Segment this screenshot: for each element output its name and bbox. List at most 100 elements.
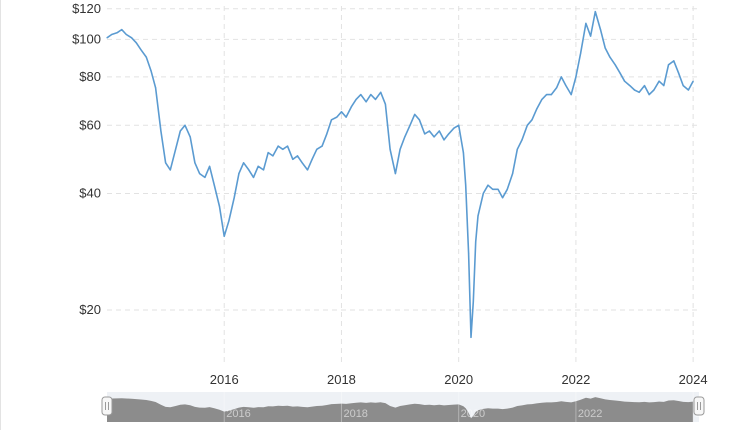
price-point — [550, 94, 552, 96]
price-point — [184, 124, 186, 126]
price-point — [663, 84, 665, 87]
price-point — [296, 155, 299, 157]
price-point — [516, 148, 518, 150]
range-navigator[interactable]: 2016 2018 2020 2022 2024 — [101, 392, 720, 422]
y-tick-label: $100 — [72, 31, 101, 46]
price-point — [541, 98, 543, 100]
price-point — [330, 119, 333, 121]
price-point — [633, 89, 636, 91]
price-point — [252, 176, 255, 179]
y-tick-label: $80 — [79, 69, 101, 84]
price-point — [575, 76, 577, 78]
price-point — [619, 72, 621, 74]
price-point — [106, 37, 108, 39]
price-point — [131, 37, 133, 39]
price-point — [580, 52, 582, 55]
price-point — [370, 94, 372, 96]
price-point — [609, 56, 611, 58]
navigator-tick-label: 2016 — [226, 408, 250, 420]
price-point — [404, 136, 406, 138]
price-point — [414, 113, 416, 116]
price-point — [125, 33, 127, 36]
price-point — [648, 94, 650, 96]
price-point — [614, 64, 616, 66]
price-point — [448, 133, 450, 135]
x-axis: 2016 2018 2020 2022 2024 — [210, 372, 708, 387]
price-point — [673, 60, 675, 62]
price-point — [238, 173, 240, 175]
price-point — [355, 98, 357, 100]
price-point — [506, 188, 508, 190]
price-point — [380, 91, 382, 93]
price-point — [487, 184, 489, 186]
price-point — [282, 148, 284, 150]
price-point — [438, 130, 440, 132]
price-point — [477, 215, 479, 217]
x-tick-label: 2016 — [210, 372, 239, 387]
price-point — [585, 22, 587, 25]
price-point — [604, 47, 606, 49]
price-point — [257, 165, 259, 167]
y-tick-label: $60 — [79, 117, 101, 132]
price-point — [150, 70, 152, 72]
navigator-left-handle[interactable] — [101, 396, 113, 416]
price-point — [389, 148, 391, 150]
navigator-right-handle[interactable] — [693, 396, 705, 416]
price-point — [462, 152, 464, 154]
price-point — [169, 169, 171, 171]
navigator-tick-label: 2022 — [578, 408, 602, 420]
navigator-tick-label: 2020 — [461, 408, 485, 420]
price-point — [453, 127, 455, 129]
price-point — [629, 84, 631, 87]
x-tick-label: 2020 — [444, 372, 473, 387]
price-point — [301, 162, 303, 164]
price-point — [213, 184, 215, 186]
price-point — [428, 130, 430, 132]
price-point — [208, 165, 211, 167]
price-point — [409, 124, 411, 126]
price-point — [111, 33, 113, 36]
price-point — [121, 29, 123, 31]
price-point — [472, 301, 474, 303]
price-point — [374, 98, 377, 100]
price-point — [418, 119, 421, 121]
price-point — [589, 35, 592, 37]
price-point — [384, 103, 387, 105]
price-point — [360, 94, 362, 96]
price-point — [521, 139, 523, 141]
price-point — [512, 173, 514, 175]
price-series-line — [106, 10, 694, 339]
price-point — [179, 130, 181, 132]
price-point — [502, 197, 504, 199]
price-point — [536, 108, 538, 110]
price-point — [599, 29, 602, 31]
price-point — [242, 162, 245, 164]
price-point — [365, 101, 367, 103]
price-point — [394, 173, 396, 175]
price-point — [306, 169, 309, 171]
price-point — [199, 173, 201, 175]
price-point — [565, 84, 567, 87]
price-point — [653, 89, 655, 91]
x-tick-label: 2018 — [327, 372, 356, 387]
price-point — [174, 148, 177, 150]
x-tick-label: 2024 — [679, 372, 708, 387]
price-point — [228, 220, 230, 222]
y-tick-label: $40 — [79, 185, 101, 200]
price-point — [399, 148, 401, 150]
navigator-tick-label: 2018 — [343, 408, 367, 420]
price-point — [350, 106, 353, 108]
x-tick-label: 2022 — [561, 372, 590, 387]
price-point — [433, 136, 435, 138]
price-point — [470, 336, 472, 338]
price-point — [555, 87, 558, 89]
price-point — [160, 130, 162, 132]
price-point — [687, 89, 690, 91]
grid-layer — [107, 6, 699, 364]
price-point — [204, 176, 206, 179]
price-point — [570, 94, 572, 96]
price-point — [311, 158, 313, 160]
price-point — [468, 252, 470, 254]
